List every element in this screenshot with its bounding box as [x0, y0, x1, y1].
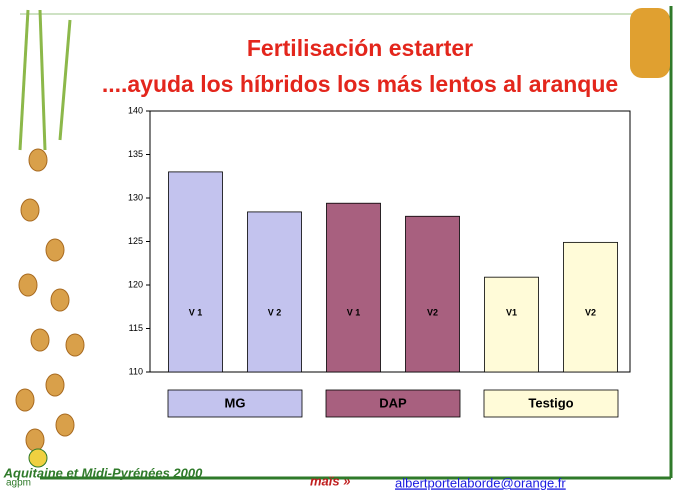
y-tick-label: 120 — [128, 279, 143, 289]
corn-kernels — [16, 149, 84, 451]
bar — [406, 216, 460, 372]
bar — [485, 277, 539, 372]
logo-icon — [29, 449, 47, 467]
legend-label: DAP — [379, 395, 407, 410]
y-tick-label: 130 — [128, 192, 143, 202]
bar-label: V1 — [506, 307, 517, 317]
footer-logo: agpm — [6, 478, 31, 489]
bar-label: V 1 — [189, 307, 203, 317]
y-tick-label: 115 — [129, 323, 143, 333]
bar-label: V 2 — [268, 307, 282, 317]
corn-stalks — [20, 10, 70, 150]
bar-label: V2 — [585, 307, 596, 317]
footer-brand: maïs » — [310, 473, 350, 488]
bar — [169, 172, 223, 372]
footer-region: Aquitaine et Midi-Pyrénées 2000 — [3, 465, 203, 480]
y-tick-label: 140 — [128, 105, 143, 115]
y-tick-label: 135 — [128, 149, 143, 159]
chart-title: Fertilisación estarter — [70, 30, 650, 66]
chart-subtitle: ....ayuda los híbridos los más lentos al… — [70, 66, 650, 102]
y-tick-label: 110 — [129, 366, 143, 376]
bar — [248, 212, 302, 372]
legend-label: Testigo — [528, 395, 573, 410]
legend-label: MG — [225, 395, 246, 410]
footer-email[interactable]: albertportelaborde@orange.fr — [395, 475, 566, 490]
bar — [327, 203, 381, 372]
title-block: Fertilisación estarter ....ayuda los híb… — [70, 30, 650, 102]
bar-label: V2 — [427, 307, 438, 317]
y-tick-label: 125 — [128, 236, 143, 246]
bar-label: V 1 — [347, 307, 361, 317]
slide: Aquitaine et Midi-Pyrénées 2000 agpm maï… — [0, 0, 685, 491]
